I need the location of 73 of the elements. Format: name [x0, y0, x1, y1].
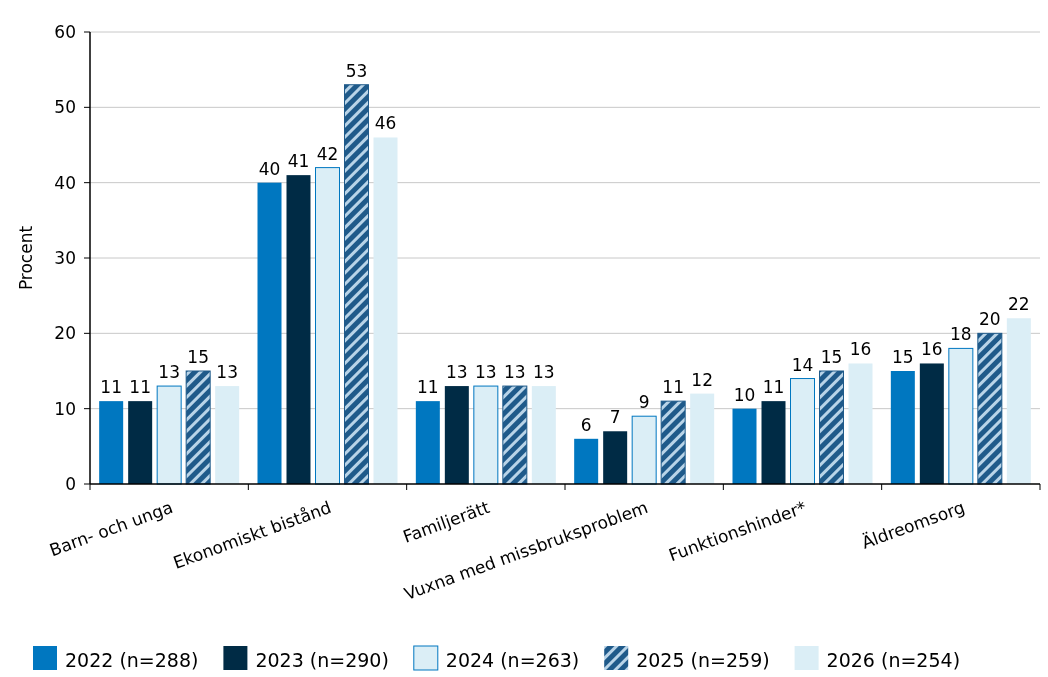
bar [128, 401, 153, 484]
data-label: 15 [187, 347, 209, 367]
bar [1006, 318, 1031, 484]
bar [819, 370, 844, 485]
data-label: 20 [979, 309, 1001, 330]
bar [257, 182, 282, 484]
bar [732, 408, 757, 484]
data-label: 7 [609, 407, 621, 428]
data-label: 16 [921, 339, 943, 360]
data-label: 15 [820, 347, 843, 367]
data-label: 40 [258, 158, 281, 179]
bar [344, 84, 369, 485]
y-tick-label: 20 [54, 323, 76, 344]
data-label: 53 [345, 60, 368, 81]
data-label: 11 [100, 377, 122, 398]
bar [690, 393, 715, 484]
bar [919, 363, 944, 484]
legend-label: 2024 (n=263) [445, 649, 580, 671]
y-tick-label: 60 [54, 21, 76, 42]
data-label: 15 [892, 347, 914, 367]
bar [444, 386, 469, 484]
data-label: 46 [374, 113, 397, 134]
data-label: 42 [316, 143, 339, 164]
bar [790, 378, 815, 485]
data-label: 11 [762, 377, 785, 398]
data-label: 12 [691, 369, 713, 390]
data-label: 11 [417, 377, 439, 398]
data-label: 18 [950, 324, 972, 345]
data-label: 13 [216, 362, 238, 383]
data-label: 13 [446, 362, 468, 383]
data-label: 16 [849, 339, 872, 360]
legend-label: 2022 (n=288) [65, 649, 199, 671]
legend-label: 2025 (n=259) [636, 649, 770, 671]
data-label: 6 [580, 414, 592, 435]
bar [473, 385, 499, 485]
bar [415, 401, 440, 484]
legend-label: 2023 (n=290) [255, 649, 389, 671]
bar [531, 386, 556, 484]
bar [977, 332, 1003, 485]
bar [890, 371, 915, 484]
bar [215, 386, 240, 484]
y-tick-label: 50 [54, 97, 76, 118]
data-label: 9 [638, 392, 650, 413]
data-label: 13 [504, 362, 526, 383]
bar [286, 175, 311, 484]
bar [574, 438, 599, 484]
bar [502, 385, 528, 485]
data-label: 13 [533, 362, 555, 383]
bar [761, 401, 786, 484]
y-tick-label: 10 [54, 398, 76, 419]
y-tick-label: 0 [65, 473, 76, 494]
legend-label: 2026 (n=254) [826, 649, 961, 671]
bar [156, 385, 182, 485]
bar [99, 401, 124, 484]
bar [315, 167, 340, 485]
data-label: 11 [129, 377, 151, 398]
y-axis-title: Procent [16, 225, 36, 291]
data-label: 13 [475, 362, 497, 383]
bar [948, 347, 974, 485]
data-label: 10 [733, 384, 756, 405]
bar [631, 415, 657, 485]
data-label: 14 [791, 354, 814, 375]
y-tick-label: 40 [54, 172, 76, 193]
bar [185, 370, 211, 485]
bar [373, 137, 398, 484]
bar [848, 363, 873, 484]
data-label: 41 [287, 151, 310, 172]
data-label: 13 [158, 362, 180, 383]
y-tick-label: 30 [54, 247, 76, 268]
data-label: 22 [1008, 294, 1030, 315]
bar [603, 431, 628, 484]
data-label: 11 [662, 377, 684, 398]
bar [660, 400, 686, 485]
